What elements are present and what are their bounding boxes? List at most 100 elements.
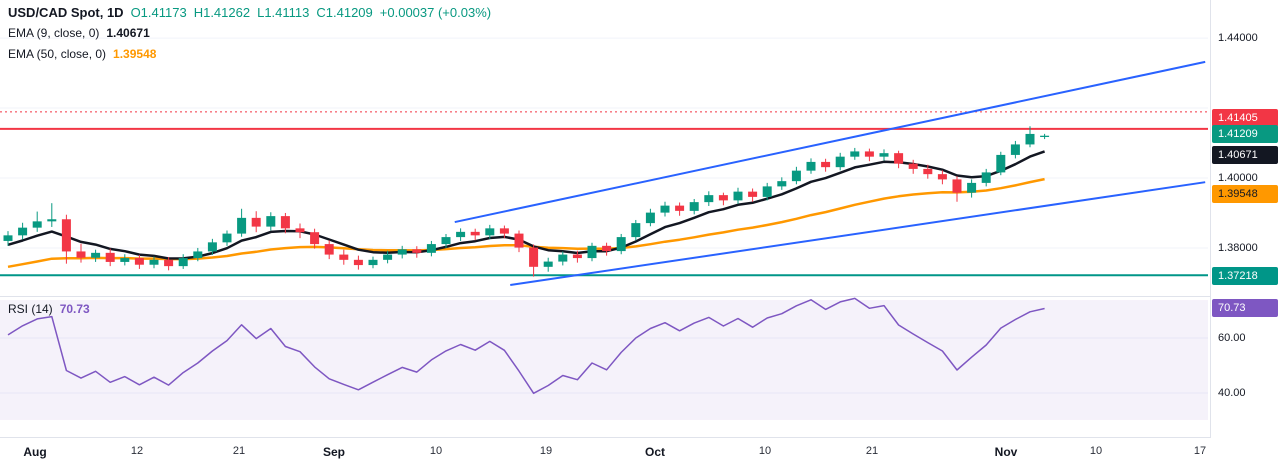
time-tick-19: 19 xyxy=(539,445,553,457)
candle-body xyxy=(704,195,714,203)
ohlc-high: H1.41262 xyxy=(193,5,251,20)
candle-body xyxy=(134,258,144,265)
candle-body xyxy=(251,217,261,227)
candle-body xyxy=(383,254,393,260)
candle-body xyxy=(76,251,86,258)
candle-body xyxy=(529,247,539,267)
candle-body xyxy=(908,163,918,169)
candle-body xyxy=(937,174,947,180)
time-tick-10: 10 xyxy=(758,445,772,457)
price-axis-label: 1.38000 xyxy=(1218,242,1258,254)
rsi-legend[interactable]: RSI (14) 70.73 xyxy=(8,302,90,316)
candle-body xyxy=(485,228,495,236)
candle-body xyxy=(748,191,758,197)
time-axis[interactable]: Aug 12 21 Sep 10 19 Oct 10 21 Nov 10 17 xyxy=(0,438,1211,470)
ohlc-open: O1.41173 xyxy=(130,5,187,20)
candle-body xyxy=(718,195,728,201)
candle-body xyxy=(835,156,845,168)
candle-body xyxy=(791,170,801,182)
price-axis-label: 40.00 xyxy=(1218,387,1246,399)
candle-body xyxy=(514,233,524,248)
price-axis-label: 60.00 xyxy=(1218,332,1246,344)
candle-body xyxy=(470,231,480,236)
channel-lower-trendline[interactable] xyxy=(510,181,1206,286)
candles-layer xyxy=(3,126,1050,277)
channel-upper-trendline[interactable] xyxy=(454,60,1206,224)
candle-body xyxy=(456,231,466,238)
time-tick-sep: Sep xyxy=(322,445,346,459)
candle-body xyxy=(295,228,305,233)
price-axis[interactable]: 1.44000 1.40000 1.38000 60.00 40.00 1.41405 1.… xyxy=(1211,0,1280,470)
candle-body xyxy=(105,252,115,262)
candle-body xyxy=(894,153,904,164)
candle-body xyxy=(777,181,787,187)
candle-body xyxy=(222,233,232,243)
candle-body xyxy=(616,237,626,252)
candle-body xyxy=(237,217,247,234)
chart-legend: USD/CAD Spot, 1D O1.41173 H1.41262 L1.41… xyxy=(8,5,491,68)
candle-body xyxy=(412,249,422,253)
rsi-value: 70.73 xyxy=(59,302,90,316)
candle-body xyxy=(120,258,130,262)
candle-body xyxy=(762,186,772,197)
time-tick-10: 10 xyxy=(1089,445,1103,457)
candle-body xyxy=(397,249,407,255)
ohlc-close: C1.41209 xyxy=(316,5,373,20)
ema50-price-badge: 1.39548 xyxy=(1212,185,1278,203)
ema9-legend[interactable]: EMA (9, close, 0) 1.40671 xyxy=(8,26,491,47)
candle-body xyxy=(266,216,276,227)
ema9-price-badge: 1.40671 xyxy=(1212,146,1278,164)
time-tick-aug: Aug xyxy=(23,445,47,459)
candle-body xyxy=(3,235,13,241)
candle-body xyxy=(426,244,436,253)
candle-body xyxy=(689,202,699,211)
rsi-label: RSI (14) xyxy=(8,302,53,316)
candle-body xyxy=(996,154,1006,173)
candle-body xyxy=(91,252,101,258)
time-tick-12: 12 xyxy=(130,445,144,457)
candle-body xyxy=(310,232,320,245)
price-axis-label: 1.40000 xyxy=(1218,172,1258,184)
candle-body xyxy=(280,216,290,229)
candle-body xyxy=(339,254,349,260)
ema9-label: EMA (9, close, 0) xyxy=(8,26,100,40)
symbol-legend-row: USD/CAD Spot, 1D O1.41173 H1.41262 L1.41… xyxy=(8,5,491,26)
ema50-legend[interactable]: EMA (50, close, 0) 1.39548 xyxy=(8,47,491,68)
candle-body xyxy=(952,179,962,193)
candle-body xyxy=(18,227,28,236)
candle-body xyxy=(1025,133,1035,145)
ema9-line xyxy=(7,150,1046,260)
candle-body xyxy=(602,245,612,252)
candle-body xyxy=(660,205,670,213)
time-tick-oct: Oct xyxy=(644,445,666,459)
candle-body xyxy=(572,254,582,259)
candle-body xyxy=(149,259,159,265)
candle-body xyxy=(207,242,217,252)
candle-body xyxy=(981,172,991,183)
ema50-value: 1.39548 xyxy=(113,47,157,61)
candle-body xyxy=(631,223,641,238)
time-tick-17: 17 xyxy=(1193,445,1207,457)
candle-body xyxy=(324,244,334,255)
rsi-band xyxy=(0,300,1208,420)
candle-body xyxy=(441,237,451,245)
candle-body xyxy=(47,219,57,222)
time-tick-nov: Nov xyxy=(994,445,1018,459)
ema50-line xyxy=(7,177,1045,269)
candle-body xyxy=(821,161,831,168)
candle-body xyxy=(645,212,655,224)
ema50-label: EMA (50, close, 0) xyxy=(8,47,107,61)
symbol-title[interactable]: USD/CAD Spot, 1D xyxy=(8,5,124,20)
last-price-badge: 1.41209 xyxy=(1212,125,1278,143)
candle-body xyxy=(850,151,860,157)
candle-body xyxy=(193,251,203,259)
time-tick-10: 10 xyxy=(429,445,443,457)
ohlc-low: L1.41113 xyxy=(257,5,310,20)
candle-body xyxy=(806,161,816,171)
resistance-price-badge: 1.41405 xyxy=(1212,109,1278,127)
candle-body xyxy=(178,258,188,267)
rsi-line xyxy=(7,297,1045,395)
candle-body xyxy=(558,254,568,262)
